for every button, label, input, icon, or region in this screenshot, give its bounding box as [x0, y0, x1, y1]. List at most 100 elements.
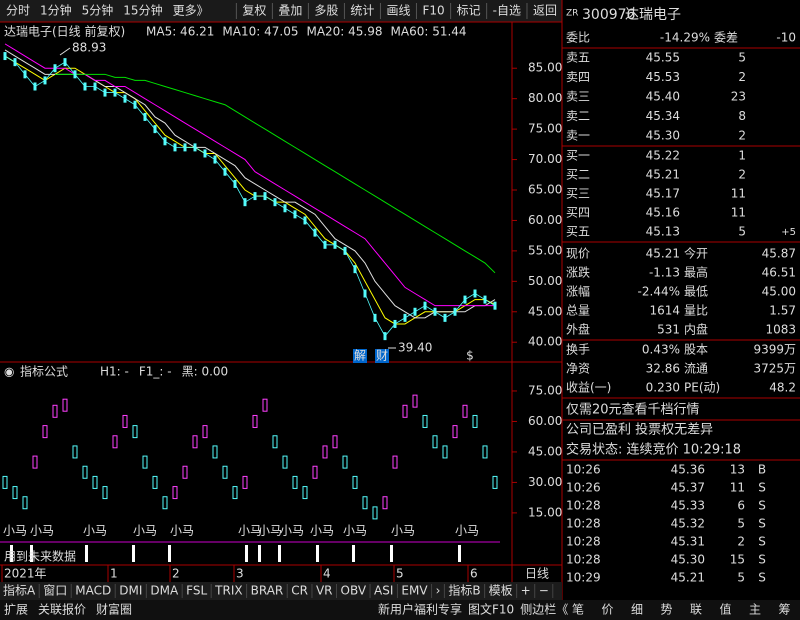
- side-tab[interactable]: 势: [660, 603, 672, 617]
- signal-bar: [10, 545, 13, 562]
- indicator-bar: [252, 414, 258, 428]
- ma-legend: MA20: 45.98: [306, 25, 382, 39]
- bottom-button[interactable]: 关联报价: [38, 602, 86, 617]
- quote-cell: 10:26: [566, 481, 601, 495]
- toolbar-button[interactable]: 画线: [386, 4, 410, 18]
- side-tab[interactable]: 笔: [572, 602, 584, 617]
- toolbar-button[interactable]: 统计: [350, 4, 374, 18]
- bottom-button[interactable]: 财富圈: [96, 602, 132, 617]
- indicator-bar: [412, 394, 418, 408]
- bottom-button[interactable]: 新用户福利专享: [378, 602, 462, 617]
- quote-cell: 涨幅: [566, 284, 590, 299]
- indicator-bar: [22, 496, 28, 510]
- quote-cell: 今开: [684, 246, 708, 261]
- quote-cell: 45.32: [671, 517, 705, 531]
- y-tick-label: 30.00: [528, 475, 562, 489]
- toolbar-button[interactable]: 5分钟: [82, 3, 114, 18]
- quote-cell: 15: [730, 553, 745, 567]
- toolbar-button[interactable]: 15分钟: [123, 3, 162, 18]
- signal-bar: [132, 545, 135, 562]
- y-tick-label: 75.00: [528, 122, 562, 136]
- indicator-tab[interactable]: ›: [436, 584, 441, 598]
- bottom-button[interactable]: 扩展: [4, 603, 28, 617]
- period-label[interactable]: 日线: [525, 567, 549, 581]
- toolbar-button[interactable]: 复权: [242, 4, 266, 18]
- bottom-button[interactable]: 图文F10: [468, 602, 514, 617]
- quote-cell: 5: [738, 51, 746, 65]
- quote-cell: 买二: [566, 168, 590, 182]
- indicator-tab[interactable]: DMI: [119, 584, 142, 598]
- quote-cell: 2: [738, 70, 746, 84]
- indicator-tab[interactable]: OBV: [341, 584, 367, 598]
- event-marker[interactable]: $: [466, 349, 474, 363]
- promo-link[interactable]: 仅需20元查看千档行情: [566, 402, 700, 418]
- indicator-bar: [112, 435, 118, 449]
- quote-cell: 涨跌: [566, 265, 590, 280]
- indicator-title: 指标公式: [20, 364, 68, 379]
- indicator-tab[interactable]: −: [539, 584, 549, 598]
- indicator-tab[interactable]: ASI: [374, 584, 393, 598]
- signal-bar: [245, 545, 248, 562]
- side-tab[interactable]: 主: [749, 603, 761, 617]
- indicator-bar: [202, 425, 208, 439]
- event-marker[interactable]: 财: [376, 349, 388, 363]
- side-tab[interactable]: 细: [631, 603, 643, 617]
- indicator-bar: [192, 435, 198, 449]
- signal-bar: [258, 545, 261, 562]
- quote-cell: 5: [737, 517, 745, 531]
- indicator-tab[interactable]: CR: [291, 584, 308, 598]
- indicator-bar: [2, 475, 8, 489]
- y-tick-label: 70.00: [528, 152, 562, 166]
- toolbar-button[interactable]: 标记: [457, 4, 481, 18]
- y-tick-label: 60.00: [528, 414, 562, 428]
- indicator-bar: [492, 475, 498, 489]
- y-tick-label: 55.00: [528, 243, 562, 257]
- event-marker[interactable]: 解: [354, 349, 366, 363]
- toolbar-button[interactable]: 返回: [533, 4, 557, 18]
- quote-cell: 10:26: [566, 463, 601, 477]
- indicator-tab[interactable]: +: [521, 584, 531, 598]
- quote-cell: 10:28: [566, 553, 601, 567]
- toolbar-button[interactable]: 叠加: [278, 4, 302, 18]
- indicator-tab[interactable]: BRAR: [251, 584, 284, 598]
- quote-cell: 卖一: [566, 129, 590, 143]
- indicator-tab[interactable]: EMV: [401, 584, 428, 598]
- toolbar-button[interactable]: 1分钟: [40, 3, 72, 18]
- indicator-tab[interactable]: 窗口: [43, 584, 67, 598]
- bottom-button[interactable]: 侧边栏《: [520, 602, 568, 617]
- toolbar-button[interactable]: F10: [422, 4, 444, 18]
- indicator-tab[interactable]: MACD: [75, 584, 111, 598]
- indicator-tab[interactable]: 指标B: [448, 583, 480, 598]
- indicator-bar: [162, 496, 168, 510]
- side-tab[interactable]: 筹: [778, 603, 790, 617]
- indicator-bar: [92, 475, 98, 489]
- toolbar-button[interactable]: 更多》: [173, 4, 209, 18]
- indicator-tab[interactable]: 模板: [489, 584, 513, 598]
- indicator-tab[interactable]: FSL: [186, 584, 207, 598]
- quote-cell: 6: [737, 499, 745, 513]
- indicator-tab[interactable]: TRIX: [214, 584, 242, 598]
- toolbar-button[interactable]: -自选: [493, 4, 521, 18]
- side-tab[interactable]: 价: [601, 603, 613, 617]
- signal-label: 小马: [343, 524, 367, 538]
- high-label: 88.93: [72, 41, 106, 55]
- low-label: 39.40: [398, 341, 432, 355]
- toolbar-button[interactable]: 分时: [6, 4, 30, 18]
- quote-cell: S: [758, 553, 766, 567]
- quote-cell: 0.230: [646, 381, 680, 395]
- toolbar-button[interactable]: 多股: [314, 4, 338, 18]
- quote-cell: 45.16: [646, 206, 680, 220]
- side-tab[interactable]: 值: [719, 602, 731, 617]
- indicator-tab[interactable]: 指标A: [3, 583, 36, 598]
- ma-line: [4, 43, 495, 307]
- indicator-tab[interactable]: VR: [316, 584, 333, 598]
- stock-name: 达瑞电子: [625, 7, 681, 23]
- indicator-bar: [282, 455, 288, 469]
- indicator-tab[interactable]: DMA: [150, 584, 179, 598]
- quote-cell: S: [758, 517, 766, 531]
- signal-label: 小马: [258, 524, 282, 538]
- side-tab[interactable]: 联: [690, 603, 702, 617]
- signal-label: 小马: [30, 524, 54, 538]
- x-tick-label: 2: [172, 567, 180, 581]
- indicator-bar: [172, 486, 178, 500]
